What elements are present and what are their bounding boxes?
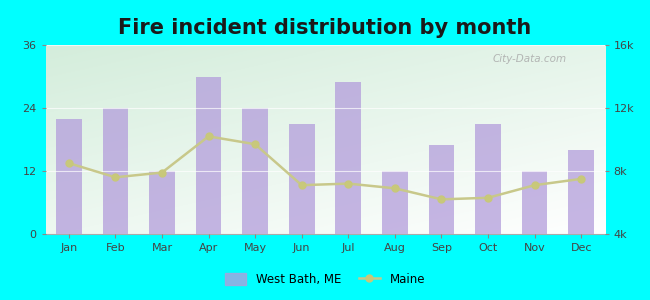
Bar (103, 108, 128, 234)
Bar (428, 145, 454, 234)
Bar (522, 171, 547, 234)
Bar (149, 171, 175, 234)
Bar (242, 108, 268, 234)
Title: Fire incident distribution by month: Fire incident distribution by month (118, 18, 532, 38)
Bar (196, 76, 222, 234)
Legend: West Bath, ME, Maine: West Bath, ME, Maine (220, 268, 430, 291)
Bar (568, 150, 594, 234)
Text: City-Data.com: City-Data.com (493, 55, 567, 64)
Bar (289, 124, 315, 234)
Bar (382, 171, 408, 234)
Bar (56, 118, 82, 234)
Bar (335, 82, 361, 234)
Bar (475, 124, 501, 234)
